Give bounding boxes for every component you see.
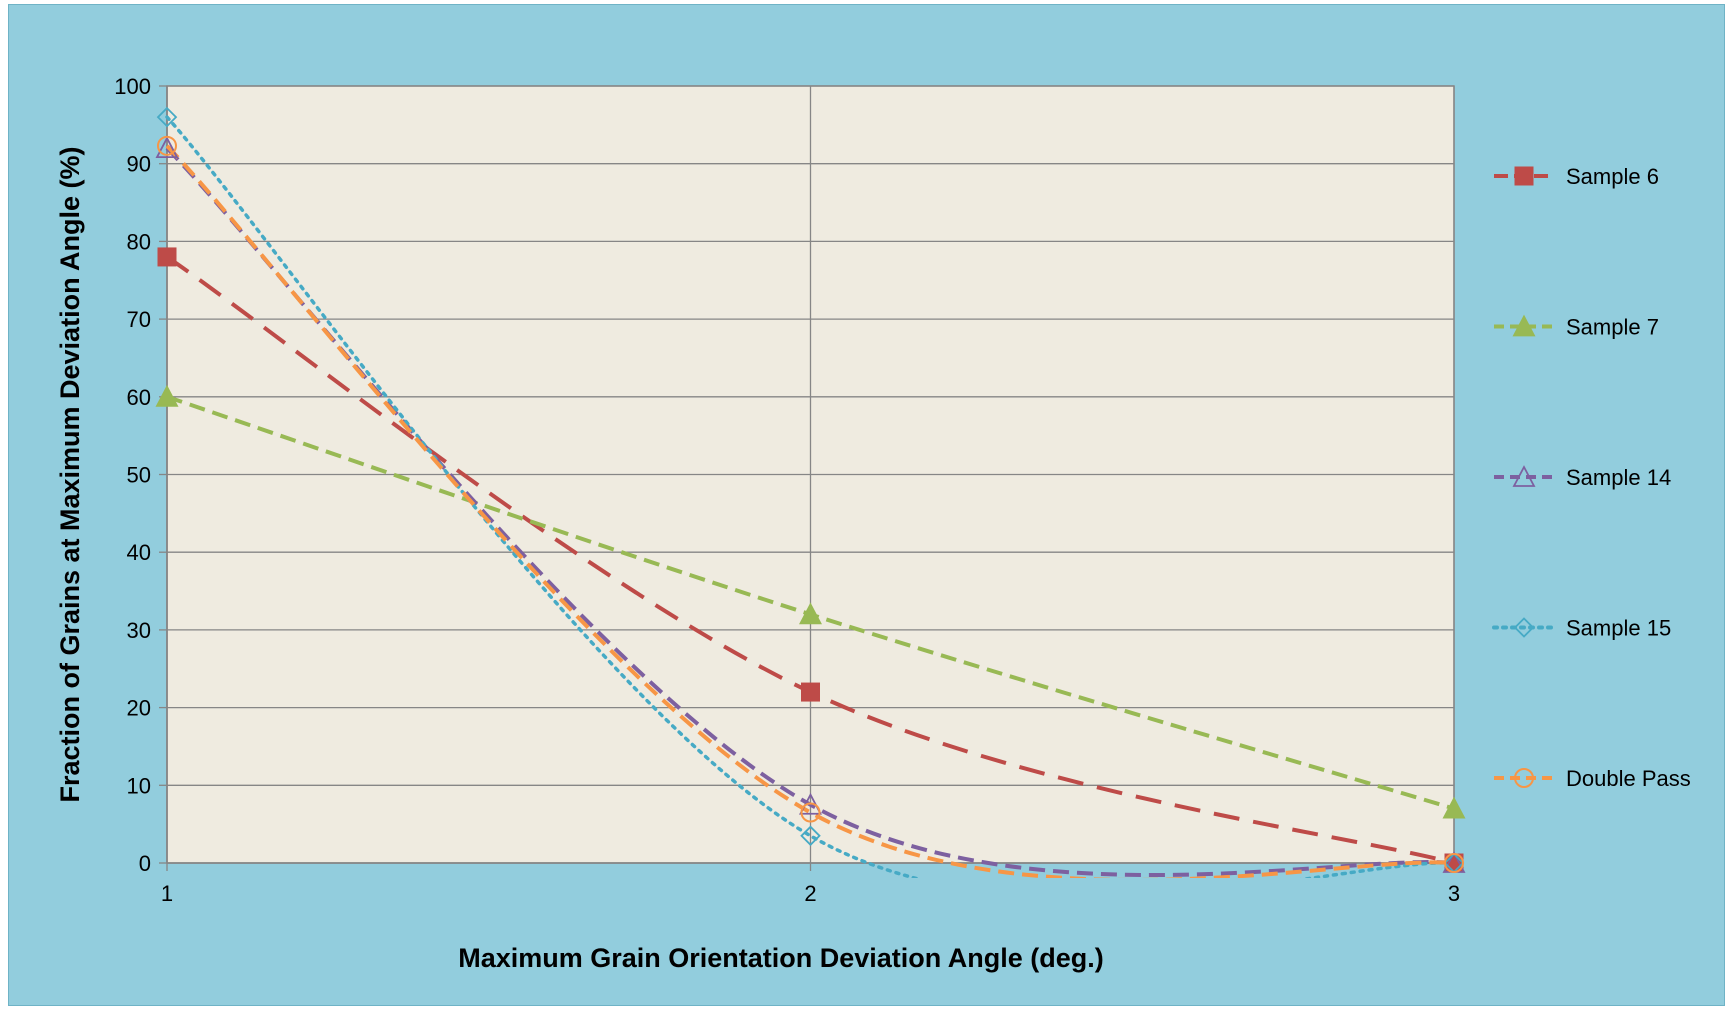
y-tick-label: 40: [127, 540, 151, 565]
legend-label: Sample 15: [1566, 616, 1671, 641]
series-line-sample-15: [165, 115, 1456, 878]
x-axis-title: Maximum Grain Orientation Deviation Angl…: [458, 943, 1104, 973]
data-point-sample-7: [155, 384, 179, 407]
data-point-sample-15: [800, 825, 821, 847]
line-chart: 0 10 20 30 40 50 60 70 80 90 100 1 2 3 Sample 6 Sample…: [55, 74, 1691, 973]
x-tick-label: 3: [1448, 881, 1460, 906]
y-tick-label: 60: [127, 385, 151, 410]
y-axis-title: Fraction of Grains at Maximum Deviation …: [55, 146, 85, 802]
chart-area: 0 10 20 30 40 50 60 70 80 90 100 1 2 3 Sample 6 Sample…: [8, 4, 1725, 1006]
data-point-double-pass: [1444, 853, 1464, 873]
y-tick-label: 50: [127, 463, 151, 488]
y-tick-label: 80: [127, 229, 151, 254]
data-point-sample-7: [1442, 796, 1466, 819]
data-point-sample-6: [801, 682, 820, 702]
y-tick-label: 0: [139, 851, 151, 876]
legend-marker: [1513, 617, 1535, 638]
x-tick-label: 1: [161, 881, 173, 906]
legend-label: Sample 7: [1566, 315, 1659, 340]
y-tick-label: 30: [127, 618, 151, 643]
y-tick-label: 70: [127, 307, 151, 332]
legend-marker: [1512, 314, 1536, 337]
legend-marker: [1514, 768, 1534, 788]
legend-label: Sample 14: [1566, 465, 1671, 490]
data-point-sample-15: [156, 106, 178, 128]
data-point-sample-6: [157, 247, 177, 267]
x-tick-label: 2: [804, 881, 816, 906]
data-point-double-pass: [157, 135, 177, 156]
legend-label: Double Pass: [1566, 766, 1691, 791]
legend-marker: [1512, 465, 1536, 487]
data-point-sample-7: [799, 602, 822, 625]
legend-marker: [1514, 166, 1534, 186]
y-tick-label: 90: [127, 152, 151, 177]
y-tick-label: 20: [127, 696, 151, 721]
legend-label: Sample 6: [1566, 164, 1659, 189]
y-tick-label: 10: [127, 773, 151, 798]
series-line-double-pass: [165, 144, 1455, 878]
data-point-sample-14: [155, 136, 179, 159]
y-tick-label: 100: [114, 74, 151, 99]
data-point-double-pass: [800, 802, 821, 823]
